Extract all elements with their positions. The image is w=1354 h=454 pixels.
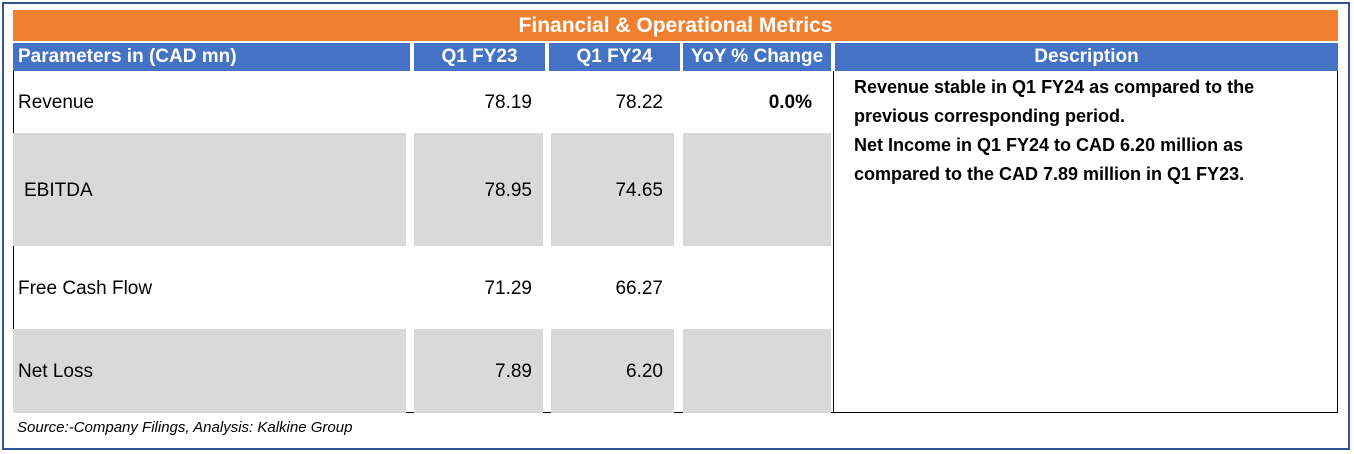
header-q1fy23: Q1 FY23 [414,43,545,71]
shade-netloss-q1fy23 [414,329,543,413]
description-divider [833,71,834,413]
header-q1fy24: Q1 FY24 [549,43,680,71]
row-revenue-label: Revenue [18,92,95,113]
row-ebitda-q1fy23: 78.95 [484,180,532,201]
row-fcf-q1fy24: 66.27 [615,278,663,299]
shade-netloss-label [13,329,406,413]
header-description: Description [835,43,1338,71]
shade-netloss-q1fy24 [551,329,674,413]
table-title: Financial & Operational Metrics [13,10,1338,41]
row-fcf-label: Free Cash Flow [18,278,153,299]
row-netloss-q1fy24: 6.20 [626,361,663,382]
row-fcf-q1fy23: 71.29 [484,278,532,299]
row-netloss-label: Net Loss [18,361,93,382]
row-revenue-yoy: 0.0% [768,92,812,113]
source-note: Source:-Company Filings, Analysis: Kalki… [17,419,353,436]
row-revenue-q1fy24: 78.22 [615,92,663,113]
description-text: Revenue stable in Q1 FY24 as compared to… [854,73,1324,189]
row-ebitda-yoy [683,176,812,206]
shade-ebitda-label [13,133,406,246]
shade-ebitda-yoy [683,133,831,246]
shade-ebitda-q1fy24 [551,133,674,246]
row-fcf-yoy [683,274,812,304]
header-parameter: Parameters in (CAD mn) [13,43,410,71]
row-revenue-q1fy23: 78.19 [484,92,532,113]
row-netloss-yoy [683,357,812,387]
header-yoy: YoY % Change [683,43,831,71]
description-line-2: Net Income in Q1 FY24 to CAD 6.20 millio… [854,135,1245,184]
description-line-1: Revenue stable in Q1 FY24 as compared to… [854,77,1255,126]
row-ebitda-q1fy24: 74.65 [615,180,663,201]
row-netloss-q1fy23: 7.89 [495,361,532,382]
row-ebitda-label: EBITDA [24,180,93,201]
shade-netloss-yoy [683,329,831,413]
shade-ebitda-q1fy23 [414,133,543,246]
